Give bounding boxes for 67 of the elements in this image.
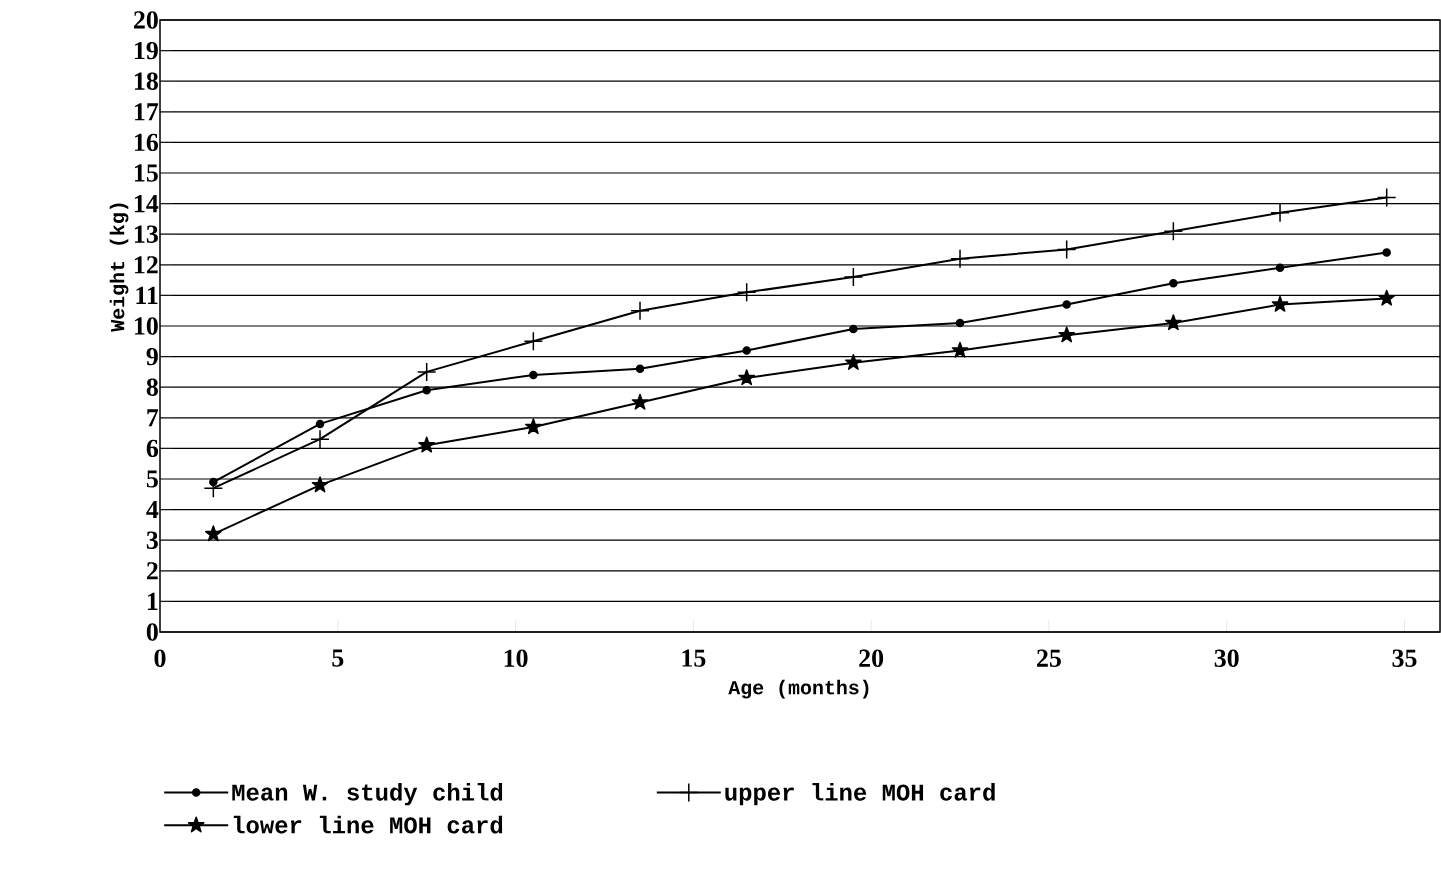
point (1169, 278, 1178, 288)
point (523, 331, 544, 352)
y-tick-label: 2 (146, 562, 158, 580)
y-tick-label: 7 (147, 409, 159, 427)
point (1378, 289, 1396, 306)
y-tick-label: 18 (134, 72, 158, 90)
point (849, 324, 858, 334)
y-tick-label: 19 (134, 41, 158, 60)
legend-label: Mean W. study child (232, 783, 503, 806)
y-tick-label: 8 (146, 378, 158, 396)
point (422, 386, 431, 395)
y-tick-label: 0 (146, 623, 158, 641)
point (635, 364, 645, 374)
point (204, 525, 222, 542)
point (1275, 263, 1285, 273)
y-tick-label: 3 (146, 531, 158, 549)
x-tick-label: 5 (332, 649, 344, 667)
x-tick-label: 20 (859, 649, 884, 667)
point (416, 362, 437, 382)
legend-label: lower line MOH card (233, 815, 503, 834)
point (631, 393, 649, 410)
point (950, 248, 970, 269)
y-tick-label: 9 (146, 347, 158, 366)
y-tick-label: 16 (134, 133, 159, 152)
y-tick-label: 1 (147, 592, 158, 610)
y-tick-label: 14 (134, 195, 159, 213)
point (955, 318, 965, 328)
point (1165, 314, 1182, 331)
point (310, 429, 330, 449)
y-tick-label: 5 (146, 470, 158, 488)
y-tick-label: 11 (136, 286, 158, 304)
x-tick-label: 30 (1214, 649, 1239, 667)
point (630, 300, 650, 321)
y-tick-label: 6 (146, 439, 159, 458)
x-axis-title: Age (months) (728, 679, 869, 699)
point (738, 369, 756, 386)
point (1163, 221, 1184, 241)
y-tick-label: 12 (134, 256, 158, 274)
x-tick-label: 35 (1392, 649, 1417, 667)
point (418, 436, 436, 453)
y-axis-title: Weight (kg) (109, 203, 129, 332)
x-tick-label: 10 (504, 649, 528, 667)
point (843, 267, 864, 287)
legend-label: upper line MOH card (725, 783, 995, 806)
y-tick-label: 10 (134, 317, 158, 335)
point (844, 353, 862, 370)
y-tick-label: 15 (134, 164, 158, 182)
point (1058, 326, 1076, 343)
point (1062, 300, 1071, 309)
x-tick-label: 15 (682, 649, 706, 667)
x-tick-label: 25 (1037, 649, 1061, 667)
point (742, 346, 751, 355)
y-tick-label: 13 (134, 225, 158, 243)
point (1271, 295, 1289, 312)
point (311, 476, 329, 493)
point (529, 370, 538, 380)
point (1270, 203, 1290, 223)
point (1382, 248, 1391, 257)
point (736, 282, 757, 303)
y-tick-label: 20 (134, 11, 158, 29)
y-tick-label: 17 (134, 103, 159, 121)
point (315, 419, 325, 429)
y-tick-label: 4 (146, 501, 159, 519)
point (951, 341, 969, 358)
point (524, 418, 542, 435)
point (1376, 187, 1397, 208)
point (1056, 239, 1077, 260)
